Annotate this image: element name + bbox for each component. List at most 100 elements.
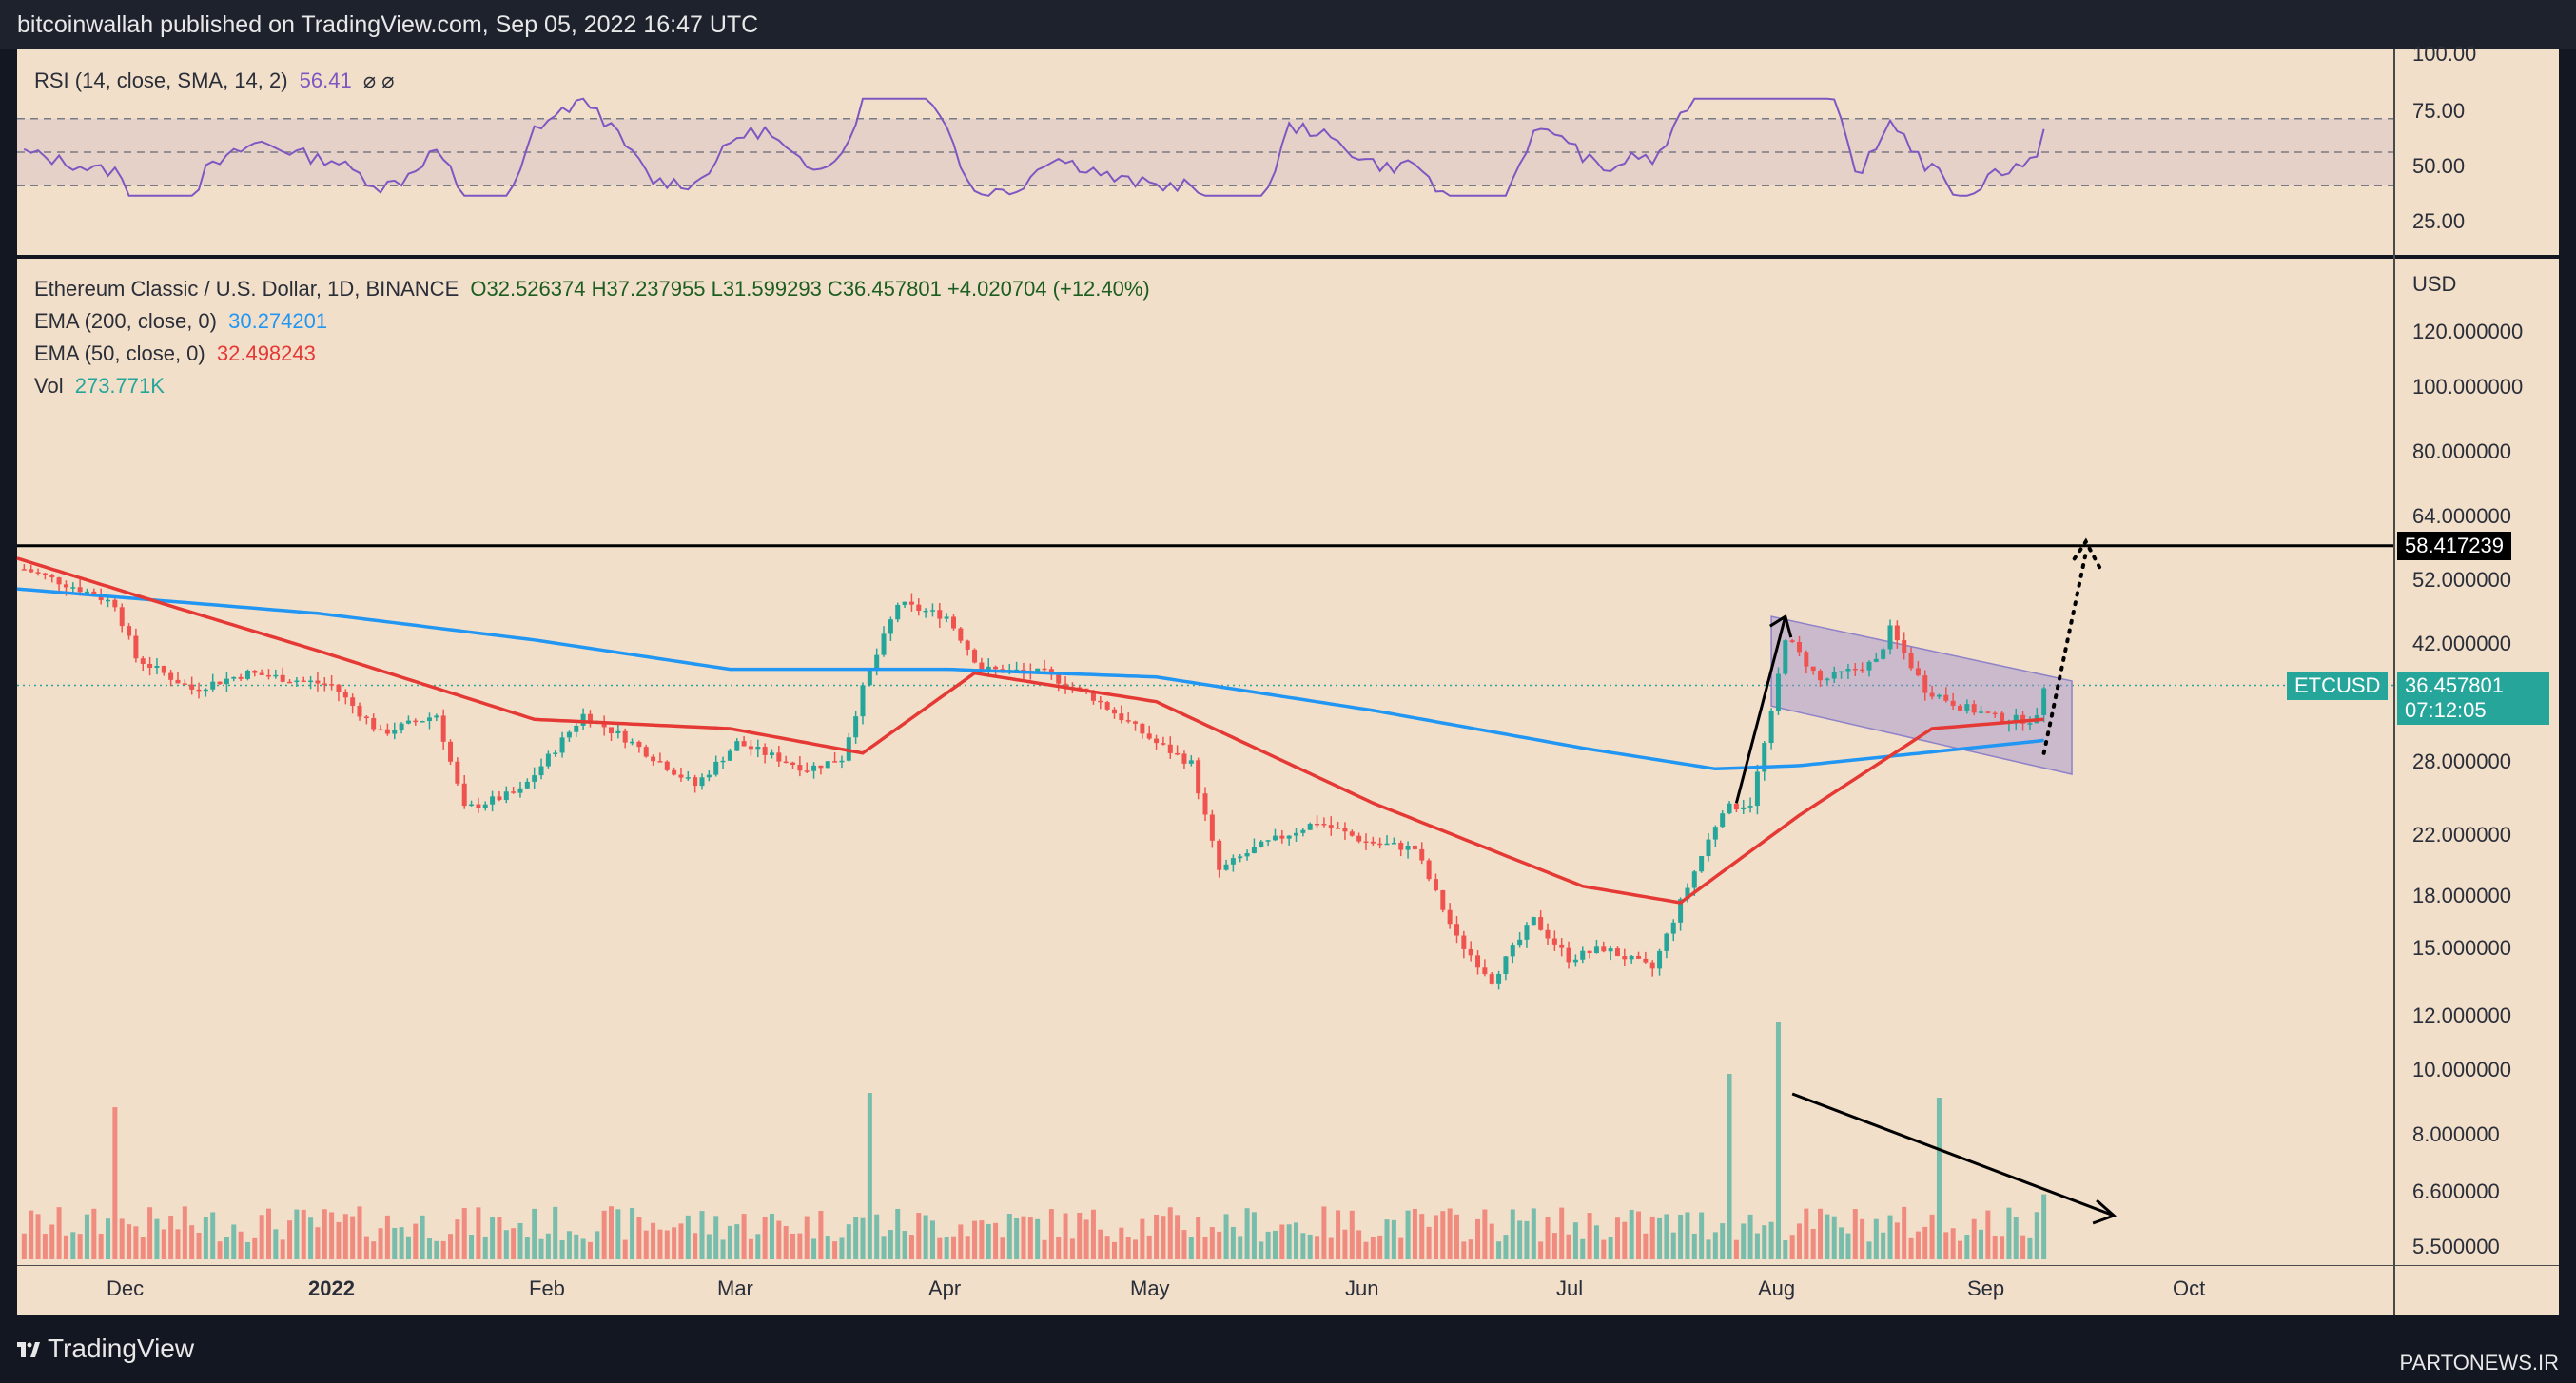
time-label: 2022 [308, 1276, 355, 1300]
candle-body [1349, 831, 1355, 836]
price-tick: 22.000000 [2412, 823, 2511, 847]
volume-bar [1447, 1208, 1453, 1259]
candle-body [1272, 835, 1278, 841]
candle-body [203, 689, 208, 692]
candle-body [426, 717, 432, 722]
candle-body [1649, 962, 1655, 969]
volume-bar [1133, 1239, 1139, 1259]
candle-body [1146, 733, 1152, 739]
volume-bar [524, 1237, 530, 1259]
candle-body [392, 730, 398, 734]
volume-bar [720, 1239, 726, 1259]
volume-bar [1391, 1219, 1396, 1259]
candle-body [168, 672, 174, 680]
candle-body [1839, 671, 1844, 673]
volume-bar [993, 1222, 999, 1259]
volume-bar [455, 1219, 460, 1259]
candle-body [70, 587, 76, 589]
candle-body [1747, 806, 1753, 808]
candle-body [1706, 839, 1711, 857]
candle-body [1196, 760, 1201, 794]
volume-bar [622, 1239, 628, 1259]
price-axis[interactable] [2393, 259, 2559, 1265]
volume-bar [860, 1217, 866, 1259]
volume-bar [685, 1215, 691, 1259]
volume-bar [210, 1212, 216, 1259]
volume-bar [972, 1220, 978, 1259]
candle-body [741, 741, 747, 747]
candle-body [609, 727, 614, 734]
time-label: Dec [107, 1276, 145, 1300]
volume-bar [1021, 1216, 1026, 1259]
rsi-tick: 75.00 [2412, 99, 2466, 123]
candle-body [574, 725, 579, 732]
candle-body [965, 640, 970, 650]
candle-body [1720, 813, 1726, 828]
volume-bar [1706, 1239, 1711, 1259]
tradingview-logo[interactable]: TradingView [17, 1334, 194, 1364]
volume-bar [1426, 1226, 1432, 1259]
volume-bar [1712, 1232, 1718, 1259]
rsi-axis[interactable] [2393, 49, 2559, 255]
price-tick: 18.000000 [2412, 884, 2511, 907]
candle-body [182, 683, 187, 685]
candle-body [1209, 814, 1215, 841]
descending-channel [1770, 615, 2073, 775]
candle-body [685, 777, 691, 779]
resistance-badge: 58.417239 [2397, 532, 2511, 560]
volume-bar [1559, 1207, 1565, 1259]
volume-bar [1887, 1215, 1893, 1259]
volume-bar [1412, 1208, 1417, 1259]
candle-body [154, 666, 160, 669]
volume-bar [1098, 1229, 1103, 1259]
volume-bar [350, 1216, 356, 1259]
time-label: Aug [1758, 1276, 1796, 1300]
time-axis[interactable] [17, 1265, 2393, 1315]
volume-bar [342, 1214, 348, 1259]
volume-value: 273.771K [74, 374, 165, 398]
volume-bar [1580, 1238, 1586, 1259]
volume-bar [1154, 1214, 1160, 1259]
volume-bar [2006, 1207, 2012, 1259]
symbol-badge: ETCUSD [2287, 672, 2389, 700]
candle-body [1412, 846, 1417, 849]
ema200-line [16, 587, 2044, 771]
volume-bar [1461, 1241, 1467, 1259]
candle-body [2000, 712, 2005, 724]
candle-body [804, 770, 810, 772]
volume-bar [1167, 1207, 1173, 1259]
volume-bar [1119, 1227, 1124, 1259]
time-label: Jun [1345, 1276, 1379, 1300]
volume-bar [336, 1221, 342, 1259]
candle-body [615, 730, 621, 734]
candle-body [881, 633, 887, 655]
candle-body [440, 715, 446, 742]
candle-body [1797, 641, 1802, 653]
volume-bar [1181, 1230, 1187, 1259]
candle-body [860, 685, 866, 717]
price-panel[interactable] [17, 259, 2393, 1265]
candle-body [1992, 712, 1998, 715]
ema200-value: 30.274201 [228, 309, 328, 333]
volume-bar [140, 1237, 146, 1259]
time-label: Apr [928, 1276, 962, 1300]
volume-bar [1482, 1209, 1488, 1259]
symbol-legend: Ethereum Classic / U.S. Dollar, 1D, BINA… [34, 277, 1150, 302]
volume-bar [1783, 1240, 1788, 1259]
candle-body [888, 619, 893, 634]
candle-body [1762, 743, 1767, 772]
volume-bar [1188, 1237, 1194, 1259]
candle-body [2027, 723, 2033, 725]
volume-bar [238, 1231, 244, 1259]
candle-body [657, 761, 663, 763]
price-tick: 28.000000 [2412, 750, 2511, 773]
candle-body [147, 663, 153, 669]
volume-bar [1545, 1217, 1551, 1259]
candle-body [363, 716, 369, 719]
candle-body [405, 720, 411, 724]
candle-body [175, 679, 181, 684]
candle-body [106, 599, 111, 602]
candle-body [84, 591, 89, 594]
volume-bar [1342, 1229, 1348, 1259]
pane-separator[interactable] [17, 255, 2559, 259]
